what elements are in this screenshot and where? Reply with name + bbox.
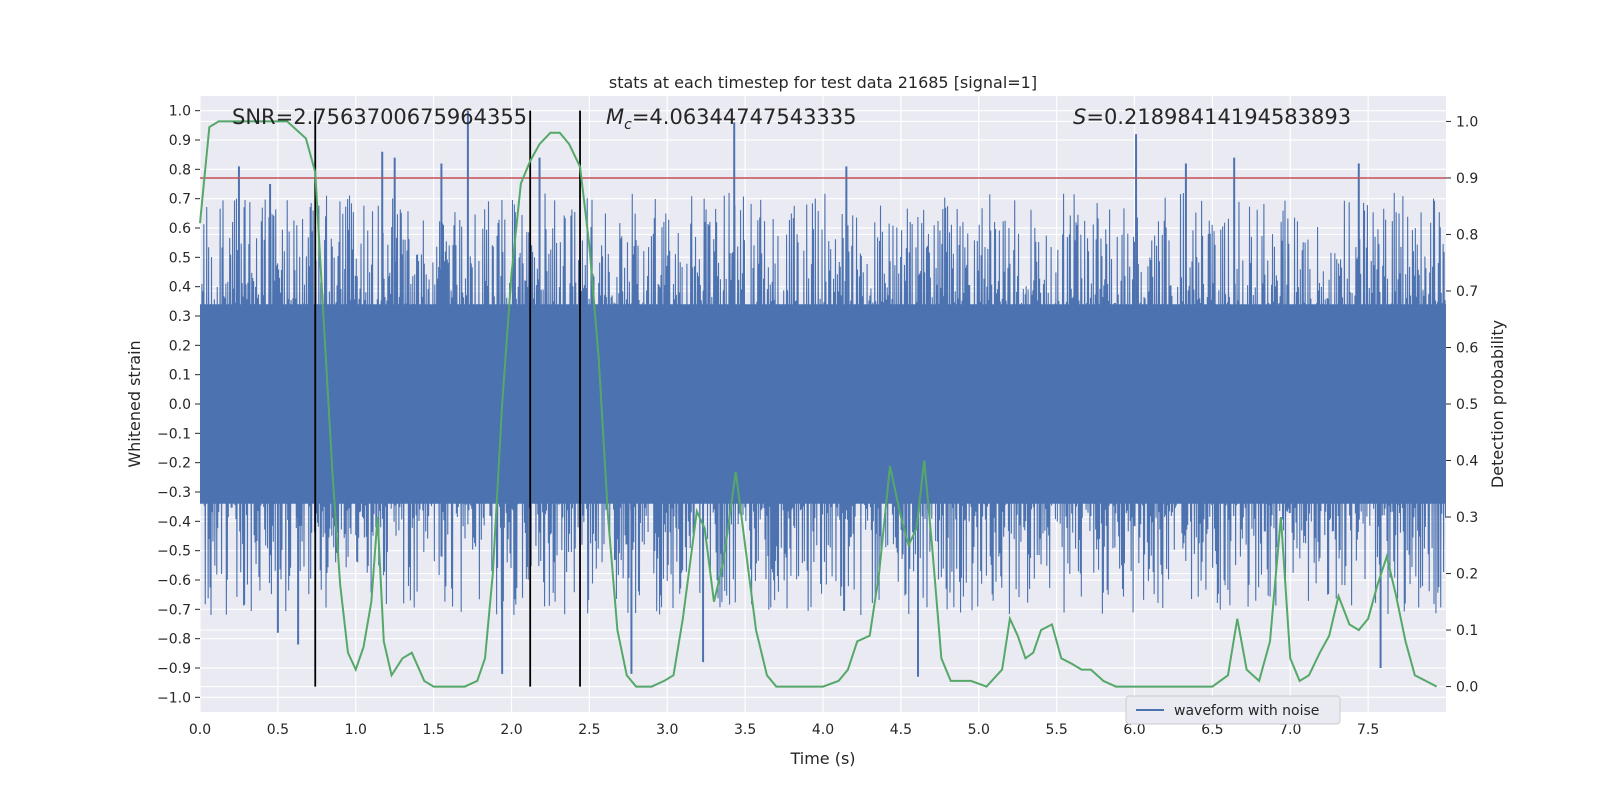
chirp-mass-subscript: c bbox=[624, 117, 632, 133]
y-tick-labels-right: 1.0 0.9 0.8 0.7 0.6 0.5 0.4 0.3 0.2 0.1 0.0 bbox=[1446, 114, 1478, 696]
x-tick-label: 7.0 bbox=[1279, 722, 1301, 738]
x-tick-label: 3.5 bbox=[734, 722, 756, 738]
y-tick-label: −0.6 bbox=[157, 573, 191, 589]
legend-box bbox=[1125, 695, 1341, 725]
x-tick-label: 2.5 bbox=[578, 722, 600, 738]
x-tick-label: 4.5 bbox=[890, 722, 912, 738]
x-tick-label: 1.5 bbox=[422, 722, 444, 738]
waveform-line bbox=[200, 192, 1446, 615]
y-tick-label: 1.0 bbox=[169, 104, 191, 120]
y-tick-label: −0.4 bbox=[157, 514, 191, 530]
x-tick-label: 3.0 bbox=[656, 722, 678, 738]
y-right-tick-label: 0.3 bbox=[1456, 510, 1478, 526]
y-tick-label: −0.9 bbox=[157, 661, 191, 677]
legend: waveform with noise bbox=[1125, 695, 1341, 725]
x-tick-label: 0.5 bbox=[267, 722, 289, 738]
y-tick-label: 0.4 bbox=[169, 280, 191, 296]
y-right-tick-label: 0.6 bbox=[1456, 340, 1478, 356]
y-right-tick-label: 0.8 bbox=[1456, 227, 1478, 243]
y-right-tick-label: 0.5 bbox=[1456, 397, 1478, 413]
y-tick-label: −0.8 bbox=[157, 632, 191, 648]
x-tick-label: 5.5 bbox=[1045, 722, 1067, 738]
y-tick-label: 0.9 bbox=[169, 133, 191, 149]
y-right-tick-label: 1.0 bbox=[1456, 114, 1478, 130]
chirp-mass-annotation: Mc=4.06344747543335 bbox=[606, 105, 857, 133]
chirp-mass-symbol: M bbox=[606, 105, 624, 129]
x-tick-labels: 0.0 0.5 1.0 1.5 2.0 2.5 3.0 3.5 4.0 4.5 5.0 5.5 6.0 6… bbox=[189, 722, 1379, 738]
x-tick-label: 6.0 bbox=[1123, 722, 1145, 738]
y-right-tick-label: 0.4 bbox=[1456, 454, 1478, 470]
x-tick-label: 0.0 bbox=[189, 722, 211, 738]
legend-entry: waveform with noise bbox=[1174, 703, 1319, 719]
s-symbol: S bbox=[1073, 105, 1086, 129]
vertical-lines bbox=[314, 110, 581, 687]
chart-title: stats at each timestep for test data 216… bbox=[609, 73, 1037, 92]
y-tick-label: 0.5 bbox=[169, 250, 191, 266]
y-tick-label: 0.3 bbox=[169, 309, 191, 325]
y-right-tick-label: 0.7 bbox=[1456, 284, 1478, 300]
y-tick-labels-left: 1.0 0.9 0.8 0.7 0.6 0.5 0.4 0.3 0.2 0.1 0.0 −0.1 −0.… bbox=[157, 104, 200, 706]
y-right-tick-label: 0.9 bbox=[1456, 171, 1478, 187]
y-tick-label: −0.1 bbox=[157, 426, 191, 442]
y-right-tick-label: 0.1 bbox=[1456, 623, 1478, 639]
snr-annotation: SNR=2.7563700675964355 bbox=[232, 105, 527, 129]
y-tick-label: 0.1 bbox=[169, 368, 191, 384]
x-tick-label: 4.0 bbox=[812, 722, 834, 738]
s-value: =0.21898414194583893 bbox=[1086, 105, 1351, 129]
s-annotation: S=0.21898414194583893 bbox=[1073, 105, 1351, 129]
x-axis-label: Time (s) bbox=[789, 749, 855, 768]
x-tick-label: 7.5 bbox=[1357, 722, 1379, 738]
y-right-tick-label: 0.0 bbox=[1456, 680, 1478, 696]
y-axis-label-left: Whitened strain bbox=[125, 340, 144, 467]
x-tick-label: 6.5 bbox=[1201, 722, 1223, 738]
waveform-series bbox=[200, 110, 1446, 677]
y-right-tick-label: 0.2 bbox=[1456, 567, 1478, 583]
y-tick-label: −0.3 bbox=[157, 485, 191, 501]
y-tick-label: 0.7 bbox=[169, 192, 191, 208]
y-tick-label: −1.0 bbox=[157, 690, 191, 706]
chirp-mass-value: =4.06344747543335 bbox=[632, 105, 857, 129]
y-tick-label: 0.2 bbox=[169, 338, 191, 354]
x-tick-label: 2.0 bbox=[500, 722, 522, 738]
y-tick-label: −0.2 bbox=[157, 456, 191, 472]
detection-probability-line bbox=[199, 120, 1438, 688]
y-tick-label: 0.0 bbox=[169, 397, 191, 413]
y-tick-label: 0.8 bbox=[169, 162, 191, 178]
y-tick-label: −0.7 bbox=[157, 602, 191, 618]
x-tick-label: 1.0 bbox=[345, 722, 367, 738]
y-tick-label: −0.5 bbox=[157, 544, 191, 560]
y-tick-label: 0.6 bbox=[169, 221, 191, 237]
x-tick-label: 5.0 bbox=[968, 722, 990, 738]
y-axis-label-right: Detection probability bbox=[1488, 320, 1507, 488]
